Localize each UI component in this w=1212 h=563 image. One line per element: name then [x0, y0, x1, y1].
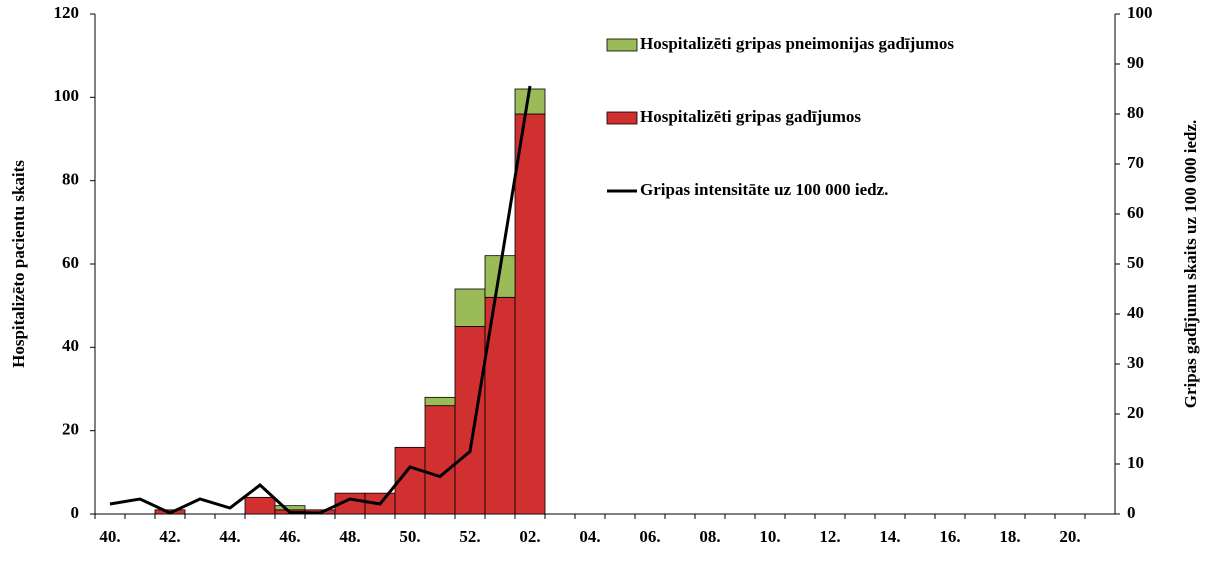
bar-segment — [514, 113, 546, 515]
x-tick-label: 20. — [1059, 527, 1080, 546]
legend-label: Gripas intensitāte uz 100 000 iedz. — [640, 180, 888, 199]
legend-marker — [606, 38, 638, 52]
y2-tick-label: 60 — [1127, 203, 1144, 222]
y-axis-title: Hospitalizēto pacientu skaits — [9, 160, 28, 368]
line — [109, 85, 532, 515]
legend-label: Hospitalizēti gripas gadījumos — [640, 107, 861, 126]
y-tick-label: 60 — [62, 253, 79, 272]
bar-segment — [274, 505, 306, 511]
x-tick-label: 18. — [999, 527, 1020, 546]
x-tick-label: 10. — [759, 527, 780, 546]
y2-tick-label: 10 — [1127, 453, 1144, 472]
x-tick-label: 02. — [519, 527, 540, 546]
x-tick-label: 16. — [939, 527, 960, 546]
x-tick-label: 08. — [699, 527, 720, 546]
x-tick-label: 14. — [879, 527, 900, 546]
y-tick-label: 80 — [62, 170, 79, 189]
y2-tick-label: 0 — [1127, 503, 1136, 522]
y2-tick-label: 30 — [1127, 353, 1144, 372]
y2-tick-label: 80 — [1127, 103, 1144, 122]
y2-tick-label: 50 — [1127, 253, 1144, 272]
x-tick-label: 48. — [339, 527, 360, 546]
legend-marker — [606, 111, 638, 125]
x-tick-label: 46. — [279, 527, 300, 546]
y2-tick-label: 40 — [1127, 303, 1144, 322]
x-tick-label: 40. — [99, 527, 120, 546]
bar-segment — [454, 288, 486, 327]
y2-axis-title: Gripas gadījumu skaits uz 100 000 iedz. — [1181, 120, 1200, 409]
y2-tick-label: 100 — [1127, 3, 1153, 22]
x-tick-label: 52. — [459, 527, 480, 546]
bar-segment — [484, 296, 516, 515]
x-tick-label: 06. — [639, 527, 660, 546]
y-tick-label: 100 — [54, 86, 80, 105]
bar-segment — [424, 396, 456, 407]
x-tick-label: 12. — [819, 527, 840, 546]
x-tick-label: 50. — [399, 527, 420, 546]
y2-tick-label: 70 — [1127, 153, 1144, 172]
y2-tick-label: 20 — [1127, 403, 1144, 422]
y2-tick-label: 90 — [1127, 53, 1144, 72]
y-tick-label: 20 — [62, 420, 79, 439]
bar-segment — [424, 405, 456, 515]
x-tick-label: 44. — [219, 527, 240, 546]
x-tick-label: 04. — [579, 527, 600, 546]
bar-segment — [244, 496, 276, 515]
y-tick-label: 120 — [54, 3, 80, 22]
y-tick-label: 0 — [71, 503, 80, 522]
y-tick-label: 40 — [62, 336, 79, 355]
legend-label: Hospitalizēti gripas pneimonijas gadījum… — [640, 34, 954, 53]
bar-segment — [454, 326, 486, 515]
x-tick-label: 42. — [159, 527, 180, 546]
